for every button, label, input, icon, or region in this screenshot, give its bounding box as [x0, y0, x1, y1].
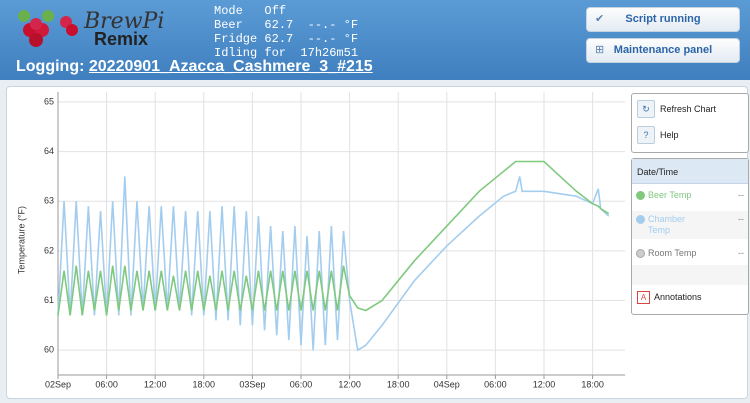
legend-label: Annotations — [654, 292, 702, 302]
logging: Logging: 20220901_Azacca_Cashmere_3_#215 — [16, 58, 373, 76]
y-tick-label: 62 — [44, 245, 54, 255]
y-tick-label: 61 — [44, 295, 54, 305]
chart-controls: ↻ Refresh Chart ? Help — [631, 93, 749, 153]
status-value: 62.7 — [264, 32, 294, 46]
legend-label: Beer Temp — [648, 190, 692, 200]
status-value: Off — [264, 4, 287, 18]
button-label: Maintenance panel — [613, 44, 713, 56]
maintenance-button[interactable]: ⊞ Maintenance panel — [586, 38, 740, 63]
status-label: Beer — [214, 18, 243, 32]
refresh-button[interactable]: ↻ Refresh Chart — [632, 100, 748, 120]
status-line: Fridge 62.7 --.- °F — [214, 32, 358, 46]
series-line — [57, 160, 610, 316]
legend-value: -- — [738, 214, 744, 224]
x-tick-label: 18:00 — [193, 379, 216, 389]
y-tick-label: 63 — [44, 196, 54, 206]
x-tick-label: 06:00 — [290, 379, 313, 389]
plot-area — [58, 92, 625, 375]
help-button[interactable]: ? Help — [632, 126, 748, 146]
status-unit: °F — [343, 18, 359, 32]
x-tick-label: 02Sep — [45, 379, 71, 389]
y-tick-label: 65 — [44, 96, 54, 106]
series-line — [57, 176, 610, 352]
control-label: Refresh Chart — [660, 104, 717, 114]
status-value: 17h26m51 — [300, 46, 359, 60]
x-tick-label: 04Sep — [434, 379, 460, 389]
x-tick-label: 12:00 — [338, 379, 361, 389]
status-setting: --.- — [307, 32, 337, 46]
x-tick-label: 06:00 — [484, 379, 507, 389]
logging-label: Logging: — [16, 58, 85, 75]
logo-subtext: Remix — [94, 29, 148, 49]
status-label: Fridge — [214, 32, 258, 46]
x-tick-label: 06:00 — [95, 379, 118, 389]
legend-header: Date/Time — [632, 159, 748, 184]
legend-spacer — [632, 265, 748, 285]
y-axis-label: Temperature (°F) — [16, 206, 26, 274]
button-label: Script running — [625, 13, 701, 25]
x-tick-label: 03Sep — [239, 379, 265, 389]
legend-entry[interactable]: Chamber Temp -- — [632, 211, 748, 239]
logo-text: BrewPi — [83, 9, 164, 34]
status-label: Mode — [214, 4, 243, 18]
y-tick-label: 64 — [44, 146, 54, 156]
status-label: Idling for — [214, 46, 287, 60]
legend-header-text: Date/Time — [637, 167, 679, 177]
control-label: Help — [660, 130, 679, 140]
logging-name[interactable]: 20220901_Azacca_Cashmere_3_#215 — [88, 58, 373, 75]
y-tick-label: 60 — [44, 345, 54, 355]
status-unit: °F — [343, 32, 359, 46]
legend-value: -- — [738, 190, 744, 200]
legend-label: Chamber Temp — [648, 214, 686, 235]
status-value: 62.7 — [264, 18, 294, 32]
x-tick-label: 12:00 — [144, 379, 167, 389]
legend-value: -- — [738, 248, 744, 258]
header: BrewPi Remix Mode Off Beer 62.7 --.- °F … — [0, 0, 750, 80]
legend-label: Room Temp — [648, 248, 697, 258]
legend: Date/Time Beer Temp -- Chamber Temp -- Roo… — [631, 158, 749, 315]
chart: Temperature (°F) 60 61 62 63 64 65 02Sep 06:00 1… — [16, 92, 625, 389]
status-line: Idling for 17h26m51 — [214, 46, 358, 60]
legend-entry[interactable]: Room Temp -- — [632, 245, 748, 265]
status-setting: --.- — [307, 18, 337, 32]
status-line: Beer 62.7 --.- °F — [214, 18, 358, 32]
x-tick-label: 18:00 — [387, 379, 410, 389]
legend-entry[interactable]: Beer Temp -- — [632, 187, 748, 207]
annotations-toggle[interactable]: A Annotations — [632, 289, 748, 309]
script-button[interactable]: ✔ Script running — [586, 7, 740, 32]
x-tick-label: 12:00 — [533, 379, 556, 389]
status-line: Mode Off — [214, 4, 286, 18]
x-tick-label: 18:00 — [581, 379, 604, 389]
logo: BrewPi Remix — [18, 9, 164, 49]
